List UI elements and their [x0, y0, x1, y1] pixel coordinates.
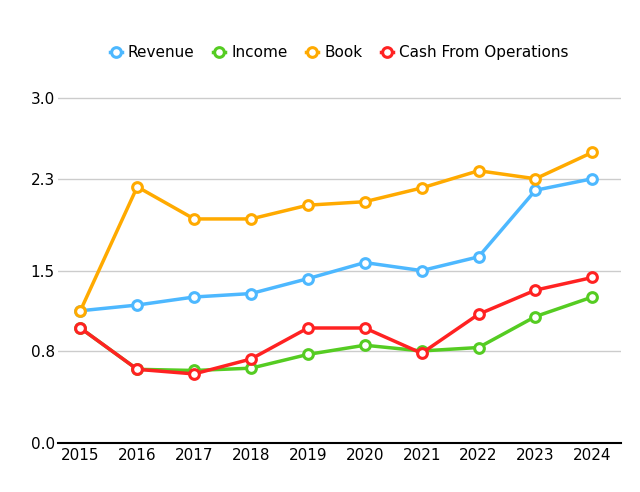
Legend: Revenue, Income, Book, Cash From Operations: Revenue, Income, Book, Cash From Operati…: [109, 45, 569, 60]
